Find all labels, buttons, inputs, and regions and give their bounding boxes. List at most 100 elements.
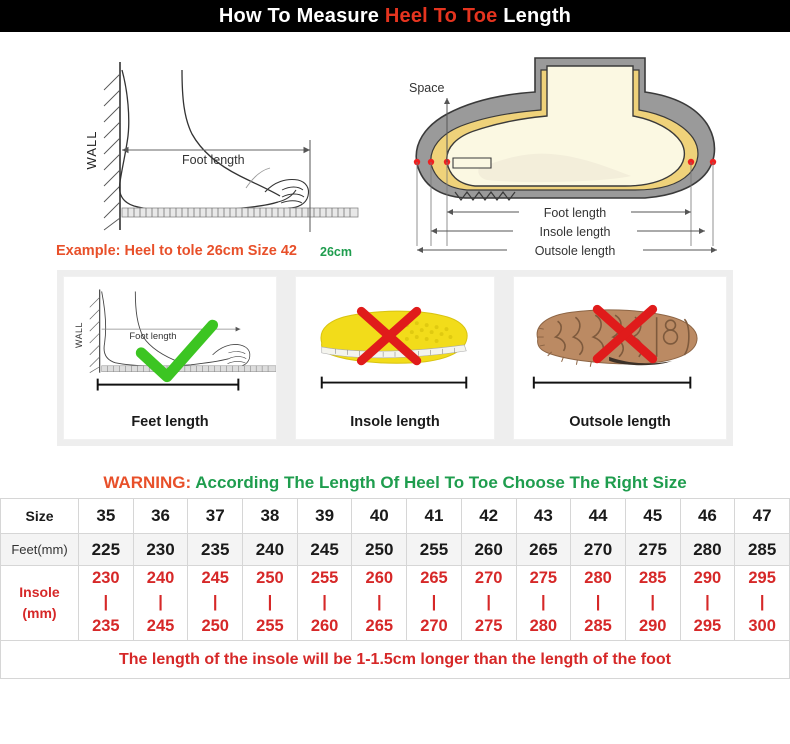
- insole-min: 290: [693, 569, 722, 588]
- example-text: Example: Heel to tole 26cm Size 42: [56, 243, 297, 259]
- panel-outsole-length: Outsole length: [513, 276, 727, 440]
- row-label-feet: Feet(mm): [0, 533, 79, 566]
- range-separator: |: [431, 593, 437, 612]
- size-cell: 44: [570, 498, 626, 534]
- diagrams-section: WALL: [0, 32, 790, 264]
- size-cell: 41: [406, 498, 462, 534]
- insole-max: 235: [92, 616, 120, 635]
- measurement-label: 26cm: [320, 245, 352, 259]
- warning-message: According The Length Of Heel To Toe Choo…: [191, 473, 687, 492]
- range-separator: |: [650, 593, 656, 612]
- size-cell: 38: [242, 498, 298, 534]
- row-label-insole-line2: (mm): [22, 605, 57, 621]
- warning-prefix: WARNING:: [103, 473, 192, 492]
- insole-min: 295: [748, 569, 776, 588]
- range-separator: |: [705, 593, 710, 612]
- size-cell: 36: [132, 498, 189, 534]
- comparison-panels: WALL: [57, 270, 733, 446]
- feet-cell: 225: [78, 533, 134, 566]
- check-icon: [135, 319, 219, 383]
- range-separator: |: [759, 593, 765, 612]
- wall-label: WALL: [84, 131, 99, 170]
- insole-cell: 270 | 275: [460, 565, 517, 641]
- row-label-size: Size: [0, 498, 79, 534]
- title-suffix: Length: [497, 4, 572, 27]
- insole-max: 270: [420, 616, 448, 635]
- row-label-insole-line1: Insole: [19, 584, 60, 600]
- range-separator: |: [158, 593, 163, 612]
- feet-cell: 245: [296, 533, 353, 566]
- outsole-illustration: [532, 304, 698, 389]
- insole-max: 275: [474, 616, 503, 635]
- insole-min: 250: [256, 569, 284, 588]
- insole-cell: 230 | 235: [78, 565, 134, 641]
- insole-cell: 260 | 265: [351, 565, 408, 641]
- insole-illustration: [320, 306, 468, 389]
- wall-label: WALL: [74, 322, 84, 348]
- row-label-insole: Insole (mm): [0, 565, 79, 641]
- range-separator: |: [376, 593, 382, 612]
- inner-foot-length-label: Foot length: [129, 330, 176, 341]
- feet-cell: 280: [679, 533, 736, 566]
- feet-cell: 265: [515, 533, 572, 566]
- feet-cell: 235: [187, 533, 244, 566]
- title-bar: How To Measure Heel To Toe Length: [0, 0, 790, 32]
- arch-shading: [478, 153, 631, 183]
- insole-max: 280: [529, 616, 558, 635]
- insole-cell: 245 | 250: [187, 565, 244, 641]
- shoe-cross-section-diagram: Space Foot length Insole length Outsole …: [409, 57, 717, 258]
- range-separator: |: [486, 593, 491, 612]
- insole-min: 255: [310, 569, 339, 588]
- feet-cell: 250: [351, 533, 408, 566]
- size-cell: 43: [515, 498, 572, 534]
- ruler: [121, 207, 359, 218]
- range-separator: |: [541, 593, 546, 612]
- panel-feet-length: WALL: [63, 276, 277, 440]
- insole-max: 300: [748, 616, 776, 635]
- insole-cell: 250 | 255: [242, 565, 298, 641]
- size-cell: 45: [624, 498, 681, 534]
- shin-outline: [181, 69, 281, 197]
- insole-max: 260: [310, 616, 339, 635]
- foot-against-wall-diagram: WALL: [84, 62, 359, 232]
- foot-length-label: Foot length: [544, 206, 607, 220]
- range-separator: |: [267, 593, 273, 612]
- table-row-feet: Feet(mm) 225 230 235 240 245 250 255 260…: [0, 533, 790, 566]
- size-cell: 42: [460, 498, 517, 534]
- table-row-insole: Insole (mm) 230 | 235 240 | 245 245 | 25…: [0, 565, 790, 641]
- feet-cell: 260: [460, 533, 517, 566]
- size-cell: 46: [679, 498, 736, 534]
- wall-hatching: [103, 73, 121, 231]
- outsole-tread: [454, 191, 516, 201]
- measuring-tape: [321, 344, 467, 359]
- outsole-length-label: Outsole length: [535, 244, 616, 258]
- foot-length-label: Foot length: [182, 153, 245, 167]
- insole-max: 255: [256, 616, 284, 635]
- range-separator: |: [212, 593, 218, 612]
- insole-min: 275: [529, 569, 558, 588]
- insole-min: 230: [92, 569, 120, 588]
- insole-min: 240: [146, 569, 175, 588]
- insole-cell: 280 | 285: [570, 565, 626, 641]
- feet-length-illustration: WALL: [74, 289, 276, 391]
- toe-gap-box: [452, 157, 492, 169]
- insole-min: 270: [474, 569, 503, 588]
- insole-cell: 255 | 260: [296, 565, 353, 641]
- insole-cell: 295 | 300: [734, 565, 790, 641]
- insole-max: 285: [584, 616, 612, 635]
- insole-min: 260: [365, 569, 394, 588]
- feet-cell: 275: [624, 533, 681, 566]
- size-cell: 39: [296, 498, 353, 534]
- insole-length-label: Insole length: [540, 225, 611, 239]
- size-cell: 37: [187, 498, 244, 534]
- insole-cell: 285 | 290: [624, 565, 681, 641]
- range-separator: |: [103, 593, 109, 612]
- insole-max: 265: [365, 616, 394, 635]
- warning-banner: WARNING: According The Length Of Heel To…: [0, 473, 790, 493]
- insole-min: 265: [420, 569, 448, 588]
- table-row-note: The length of the insole will be 1-1.5cm…: [0, 640, 790, 679]
- insole-max: 245: [146, 616, 175, 635]
- foot-outline-lower: [118, 69, 279, 212]
- insole-max: 295: [693, 616, 722, 635]
- insole-max: 250: [201, 616, 229, 635]
